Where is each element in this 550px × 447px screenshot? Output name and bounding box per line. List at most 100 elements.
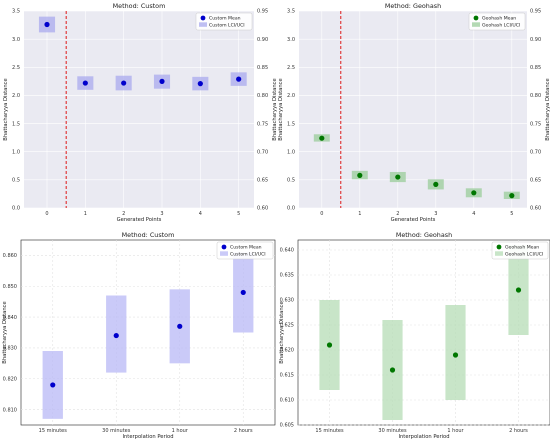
y2-tick-label: 0.90 bbox=[530, 37, 541, 43]
y-tick-label: 0.0 bbox=[12, 206, 20, 212]
chart-title: Method: Custom bbox=[122, 231, 175, 239]
y2-tick-label: 0.65 bbox=[530, 178, 541, 184]
legend-label-ci: Geohash LCI/UCI bbox=[482, 23, 520, 29]
x-tick-label: 30 minutes bbox=[102, 428, 131, 434]
x-tick-label: 4 bbox=[199, 211, 202, 217]
mean-point bbox=[236, 76, 242, 82]
legend-label-ci: Geohash LCI/UCI bbox=[505, 252, 543, 258]
mean-point bbox=[471, 190, 477, 196]
y-tick-label: 1.0 bbox=[287, 149, 295, 155]
legend-marker-ci bbox=[495, 251, 503, 256]
legend-marker-ci bbox=[199, 22, 207, 27]
chart-title: Method: Geohash bbox=[396, 231, 452, 239]
x-tick-label: 15 minutes bbox=[315, 428, 344, 434]
y-tick-label: 2.0 bbox=[12, 93, 20, 99]
y-tick-label: 3.5 bbox=[12, 9, 20, 15]
y2-tick-label: 0.70 bbox=[530, 149, 541, 155]
mean-point bbox=[395, 174, 401, 180]
mean-point bbox=[389, 367, 396, 373]
x-tick-label: 1 hour bbox=[172, 428, 189, 434]
mean-point bbox=[159, 78, 165, 84]
y-axis-label: Bhattacharyya Distance bbox=[3, 78, 9, 140]
legend-box bbox=[216, 241, 274, 260]
y-tick-label: 3.5 bbox=[287, 9, 295, 15]
legend-label-mean: Geohash Mean bbox=[505, 245, 539, 251]
x-tick-label: 0 bbox=[45, 211, 48, 217]
x-tick-label: 1 hour bbox=[447, 428, 464, 434]
mean-point bbox=[326, 342, 333, 348]
mean-point bbox=[509, 193, 515, 199]
mean-point bbox=[44, 21, 50, 28]
y-tick-label: 1.0 bbox=[12, 149, 20, 155]
y-axis-label: Bhattacharyya Distance bbox=[278, 78, 284, 140]
y-axis-label: Bhattacharyya Distance bbox=[2, 301, 8, 363]
x-tick-label: 30 minutes bbox=[378, 428, 407, 434]
y-tick-label: 2.0 bbox=[287, 93, 295, 99]
y2-tick-label: 0.95 bbox=[257, 9, 268, 15]
y-tick-label: 0.5 bbox=[287, 178, 295, 184]
y-tick-label: 0.640 bbox=[280, 248, 294, 254]
mean-point bbox=[240, 289, 246, 296]
mean-point bbox=[515, 287, 522, 293]
mean-point bbox=[197, 81, 203, 87]
legend-marker-mean bbox=[473, 15, 479, 21]
y-tick-label: 0.630 bbox=[280, 298, 294, 304]
y2-tick-label: 0.70 bbox=[257, 149, 268, 155]
y-tick-label: 3.0 bbox=[287, 37, 295, 43]
x-axis-label: Generated Points bbox=[117, 217, 162, 223]
y2-tick-label: 0.60 bbox=[257, 206, 268, 212]
y-tick-label: 0.625 bbox=[280, 323, 294, 329]
y2-tick-label: 0.95 bbox=[530, 9, 541, 15]
chart-4: 0.605 0.610 0.615 0.620 0.625 0.630 0.635 0.640… bbox=[279, 231, 550, 440]
mean-point bbox=[50, 382, 56, 388]
y-tick-label: 0.635 bbox=[280, 273, 294, 279]
legend-label-mean: Custom Mean bbox=[230, 245, 262, 251]
mean-point bbox=[82, 80, 88, 86]
plot-area bbox=[297, 239, 550, 426]
x-tick-label: 4 bbox=[472, 211, 475, 217]
legend-marker-ci bbox=[472, 22, 480, 27]
x-tick-label: 2 hours bbox=[509, 428, 528, 434]
legend-box bbox=[468, 12, 526, 31]
chart-3: 0.810 0.820 0.830 0.840 0.850 0.860 15 minutes… bbox=[2, 231, 276, 440]
mean-point bbox=[319, 135, 325, 141]
x-tick-label: 1 bbox=[358, 211, 361, 217]
y-tick-label: 0.605 bbox=[280, 423, 294, 429]
y2-tick-label: 0.65 bbox=[257, 178, 268, 184]
y2-axis-label: Bhattacharyya Distance bbox=[272, 78, 278, 140]
legend-label-ci: Custom LCI/UCI bbox=[209, 23, 245, 29]
mean-point bbox=[121, 80, 127, 86]
y-tick-label: 0.860 bbox=[3, 253, 17, 259]
x-tick-label: 2 bbox=[122, 211, 125, 217]
y2-tick-label: 0.80 bbox=[257, 93, 268, 99]
y-axis-label: Bhattacharyya Distance bbox=[279, 301, 285, 363]
y-tick-label: 1.5 bbox=[12, 121, 20, 127]
chart-1: 0.0 0.5 1.0 1.5 2.0 2.5 3.0 3.5 0.60 0.65 0.70 0.75… bbox=[3, 2, 278, 223]
y2-tick-label: 0.90 bbox=[257, 37, 268, 43]
y-tick-label: 0.615 bbox=[280, 373, 294, 379]
x-tick-label: 3 bbox=[160, 211, 163, 217]
y-tick-label: 2.5 bbox=[287, 65, 295, 71]
y-tick-label: 0.850 bbox=[3, 284, 17, 290]
plot-area bbox=[299, 11, 527, 208]
y-tick-label: 0.5 bbox=[12, 178, 20, 184]
y2-tick-label: 0.80 bbox=[530, 93, 541, 99]
y2-tick-label: 0.85 bbox=[530, 65, 541, 71]
plot-area bbox=[24, 11, 254, 208]
y-tick-label: 1.5 bbox=[287, 121, 295, 127]
y-tick-label: 0.0 bbox=[287, 206, 295, 212]
y-tick-label: 0.620 bbox=[280, 348, 294, 354]
x-tick-label: 5 bbox=[237, 211, 240, 217]
mean-point bbox=[433, 181, 439, 187]
x-axis-label: Interpolation Period bbox=[398, 434, 449, 440]
y-tick-label: 0.820 bbox=[3, 376, 17, 382]
mean-point bbox=[452, 352, 459, 358]
legend-marker-mean bbox=[221, 244, 227, 250]
x-tick-label: 2 hours bbox=[234, 428, 253, 434]
chart-title: Method: Custom bbox=[113, 2, 166, 10]
legend-label-mean: Geohash Mean bbox=[482, 16, 516, 22]
mean-point bbox=[113, 332, 119, 339]
y-tick-label: 0.840 bbox=[3, 315, 17, 321]
x-tick-label: 1 bbox=[84, 211, 87, 217]
